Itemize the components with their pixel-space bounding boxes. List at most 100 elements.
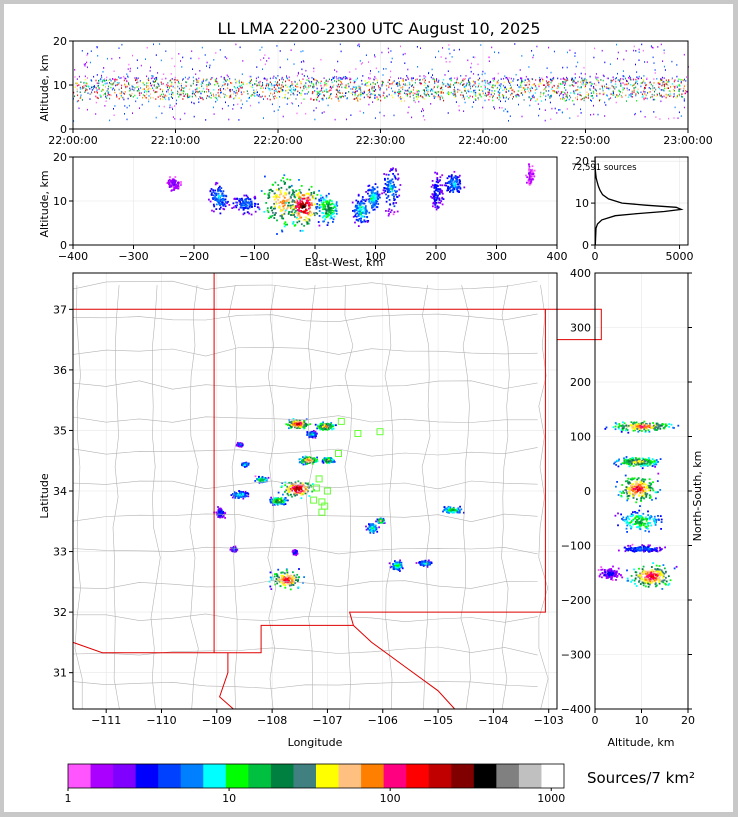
ew-source — [290, 214, 292, 216]
ew-source — [245, 206, 248, 209]
th-source — [262, 91, 264, 93]
th-source — [227, 79, 229, 81]
th-source — [404, 83, 406, 85]
th-source — [239, 85, 241, 87]
th-source — [408, 86, 410, 89]
th-source — [318, 95, 320, 97]
th-source — [343, 95, 345, 98]
th-source — [329, 89, 331, 92]
plan-source — [286, 492, 289, 495]
ew-source — [330, 207, 332, 209]
ew-source — [289, 186, 292, 188]
th-source — [572, 80, 574, 82]
th-source — [266, 82, 268, 85]
th-source — [507, 79, 509, 81]
ew-source — [275, 202, 278, 205]
th-source — [580, 86, 582, 88]
th-source — [273, 86, 275, 89]
plan-source — [316, 432, 318, 435]
th-source — [231, 82, 233, 84]
ew-source — [372, 206, 375, 208]
th-source — [141, 103, 143, 106]
ew-source — [399, 184, 402, 186]
th-source — [377, 97, 378, 100]
th-source — [561, 83, 563, 85]
th-source — [85, 63, 86, 65]
th-source — [437, 81, 439, 83]
th-source — [585, 96, 587, 99]
th-source — [517, 79, 519, 81]
th-source — [152, 87, 154, 89]
th-source — [149, 93, 151, 95]
th-source — [637, 88, 639, 91]
th-source — [356, 77, 358, 80]
th-source — [153, 89, 155, 92]
th-source — [291, 83, 293, 85]
th-source — [473, 89, 475, 92]
th-source — [277, 83, 279, 86]
th-source — [651, 46, 653, 49]
th-source — [123, 98, 125, 101]
th-source — [462, 83, 464, 86]
th-source — [680, 78, 682, 81]
ew-source — [392, 167, 394, 170]
th-source — [339, 43, 341, 46]
ew-source — [382, 189, 385, 192]
th-source — [587, 81, 589, 84]
ew-source — [360, 208, 363, 211]
plan-source — [302, 463, 305, 466]
th-source — [460, 81, 462, 84]
th-source — [164, 94, 166, 97]
th-source — [287, 97, 289, 100]
ew-source — [439, 188, 442, 191]
th-source — [402, 88, 404, 91]
th-source — [554, 107, 556, 110]
plan-source — [297, 487, 299, 489]
th-source — [157, 72, 159, 74]
plan-source — [300, 497, 303, 500]
th-source — [411, 85, 413, 87]
ew-source — [369, 194, 372, 197]
th-source — [573, 90, 575, 92]
th-source — [390, 50, 392, 52]
th-source — [341, 86, 343, 89]
th-source — [279, 66, 281, 69]
ew-source — [305, 216, 307, 219]
th-source — [364, 80, 366, 82]
ew-source — [314, 203, 316, 206]
th-source — [113, 83, 115, 86]
th-source — [428, 93, 429, 96]
th-source — [287, 86, 288, 88]
th-source — [263, 117, 264, 119]
th-source — [408, 106, 410, 108]
th-source — [402, 53, 404, 56]
th-source — [464, 88, 466, 90]
ew-source — [385, 193, 387, 196]
th-source — [589, 81, 591, 84]
ew-source — [441, 184, 444, 187]
th-source — [217, 91, 219, 94]
th-source — [475, 94, 477, 97]
th-source — [279, 87, 281, 89]
th-source — [311, 80, 313, 83]
ew-source — [327, 204, 330, 206]
th-source — [200, 97, 202, 99]
plan-source — [323, 425, 326, 428]
th-source — [580, 72, 582, 75]
ew-source — [238, 199, 240, 202]
th-source — [236, 80, 238, 82]
th-source — [322, 91, 324, 93]
plan-source — [290, 481, 293, 484]
th-source — [344, 86, 346, 89]
th-source — [76, 100, 78, 103]
th-source — [112, 78, 113, 80]
th-source — [188, 96, 190, 98]
th-source — [307, 86, 309, 89]
ew-source — [291, 207, 293, 210]
th-source — [566, 94, 568, 97]
th-source — [503, 88, 505, 91]
ew-source — [222, 207, 225, 210]
ew-source — [528, 163, 530, 166]
th-source — [436, 78, 437, 80]
plan-source — [302, 492, 305, 495]
